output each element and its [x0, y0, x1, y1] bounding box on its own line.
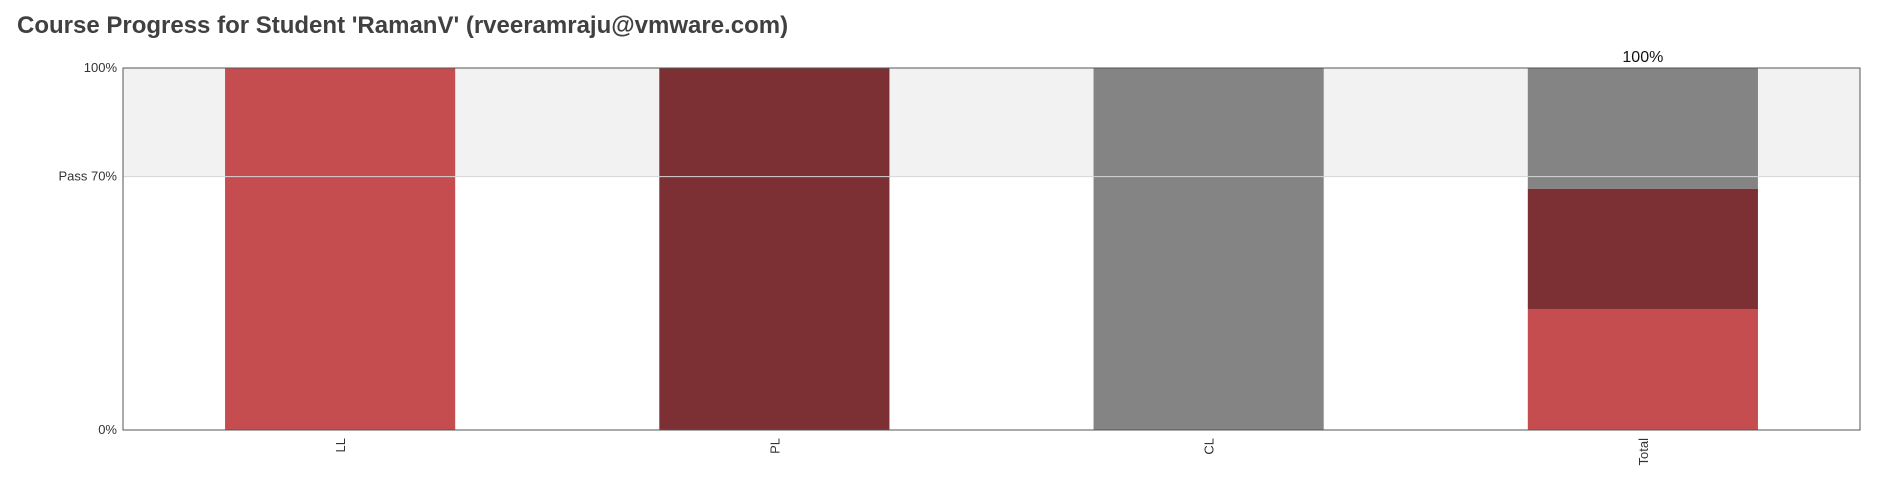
bar-ll-segment-1 [225, 68, 456, 430]
x-tick-label-pl: PL [767, 438, 782, 454]
bar-pl-segment-2 [659, 68, 890, 430]
page-title: Course Progress for Student 'RamanV' (rv… [17, 12, 789, 39]
bar-total-segment-3 [1527, 68, 1758, 189]
x-tick-label-total: Total [1636, 438, 1651, 466]
x-tick-label-ll: LL [333, 438, 348, 452]
y-tick-label-0: 0% [98, 422, 117, 437]
plot-frame [122, 67, 1861, 431]
bar-total-segment-1 [1527, 309, 1758, 430]
x-tick-label-cl: CL [1202, 438, 1217, 455]
y-tick-label-100: 100% [84, 60, 118, 75]
bar-cl-segment-3 [1093, 68, 1324, 430]
data-label-total: 100% [1622, 49, 1663, 66]
y-tick-label-70: Pass 70% [58, 169, 117, 184]
bar-total-segment-2 [1527, 188, 1758, 310]
